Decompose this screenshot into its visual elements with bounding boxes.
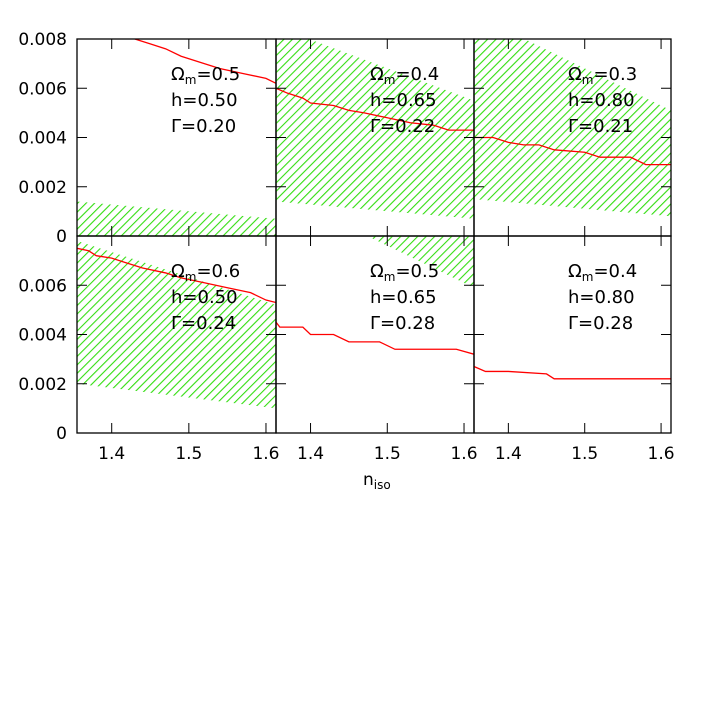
- y-tick-label: 0.004: [18, 326, 67, 346]
- annotation-sub: m: [384, 270, 396, 284]
- panel: [77, 39, 276, 236]
- annotation-sub: m: [185, 270, 197, 284]
- x-axis-label: niso: [363, 470, 391, 492]
- annotation-value: =0.5: [196, 64, 240, 85]
- annotation-value: =0.4: [395, 64, 439, 85]
- annotation: Γ=0.21: [568, 116, 633, 137]
- line: [276, 321, 474, 355]
- annotation-symbol: Ω: [568, 64, 582, 85]
- annotation: Γ=0.28: [370, 313, 435, 334]
- annotation-value: =0.3: [593, 64, 637, 85]
- y-tick-label: 0.002: [18, 178, 67, 198]
- annotation: Γ=0.20: [171, 116, 236, 137]
- annotation: h=0.50: [171, 287, 238, 308]
- annotation-symbol: Ω: [370, 261, 384, 282]
- band: [77, 240, 276, 409]
- y-tick-label: 0.006: [18, 79, 67, 99]
- line: [474, 365, 671, 380]
- annotation: Ωm=0.5: [370, 261, 439, 284]
- annotation-value: =0.6: [196, 261, 240, 282]
- annotation: Ωm=0.5: [171, 64, 240, 87]
- annotation: h=0.50: [171, 90, 238, 111]
- x-tick-label: 1.4: [98, 444, 125, 464]
- annotation-sub: m: [582, 73, 594, 87]
- annotation-sub: m: [384, 73, 396, 87]
- band: [474, 39, 671, 217]
- x-tick-label: 1.4: [495, 444, 522, 464]
- annotation: Ωm=0.4: [370, 64, 439, 87]
- line: [474, 136, 671, 166]
- y-tick-label: 0.006: [18, 276, 67, 296]
- panel: [276, 39, 474, 219]
- annotation: Γ=0.24: [171, 313, 236, 334]
- annotation-symbol: Ω: [171, 64, 185, 85]
- line: [134, 39, 276, 84]
- annotation: h=0.80: [568, 90, 635, 111]
- annotation: h=0.65: [370, 287, 437, 308]
- annotation: Γ=0.28: [568, 313, 633, 334]
- x-tick-label: 1.5: [175, 444, 202, 464]
- annotation: h=0.80: [568, 287, 635, 308]
- y-tick-label: 0.002: [18, 375, 67, 395]
- x-tick-label: 1.6: [450, 444, 477, 464]
- x-tick-label: 1.4: [297, 444, 324, 464]
- x-axis-label-main: n: [363, 470, 374, 490]
- band: [367, 236, 474, 288]
- band: [77, 201, 276, 236]
- x-tick-label: 1.5: [571, 444, 598, 464]
- y-tick-label: 0.004: [18, 129, 67, 149]
- panel: [474, 365, 671, 380]
- panel: [474, 39, 671, 217]
- y-tick-label: 0: [56, 227, 67, 247]
- annotation: Ωm=0.6: [171, 261, 240, 284]
- annotation-sub: m: [185, 73, 197, 87]
- line: [276, 87, 474, 131]
- panel: [276, 236, 474, 355]
- annotation-symbol: Ω: [171, 261, 185, 282]
- x-tick-label: 1.6: [252, 444, 279, 464]
- y-tick-label: 0.008: [18, 30, 67, 50]
- annotation: Γ=0.22: [370, 116, 435, 137]
- annotation-symbol: Ω: [370, 64, 384, 85]
- annotation-value: =0.5: [395, 261, 439, 282]
- x-tick-label: 1.6: [648, 444, 675, 464]
- annotation: Ωm=0.3: [568, 64, 637, 87]
- annotation: h=0.65: [370, 90, 437, 111]
- annotation-sub: m: [582, 270, 594, 284]
- annotation-symbol: Ω: [568, 261, 582, 282]
- x-tick-label: 1.5: [374, 444, 401, 464]
- x-axis-label-sub: iso: [374, 478, 391, 492]
- band: [276, 39, 474, 219]
- line: [77, 247, 276, 304]
- panel: [77, 240, 276, 409]
- annotation-value: =0.4: [593, 261, 637, 282]
- y-tick-label: 0: [56, 424, 67, 444]
- annotation: Ωm=0.4: [568, 261, 637, 284]
